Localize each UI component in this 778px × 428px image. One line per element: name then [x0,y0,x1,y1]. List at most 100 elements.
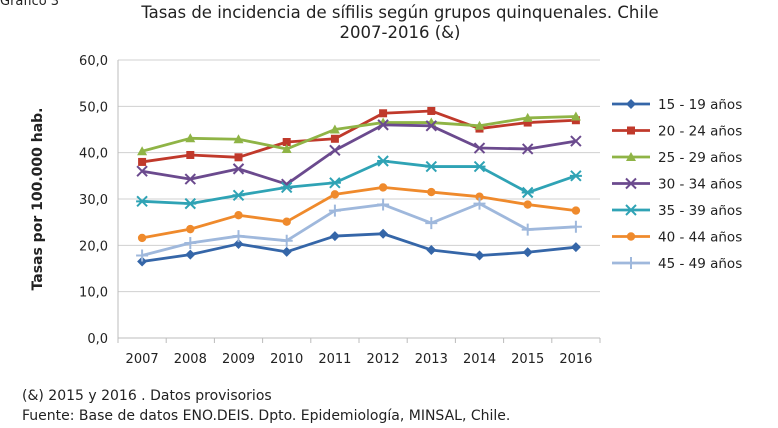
data-point [570,135,582,147]
data-point [329,144,341,157]
x-tick-label: 2014 [463,352,496,367]
data-point [426,244,437,255]
y-tick-label: 30,0 [79,193,108,208]
figure-label: Gráfico 3 [0,0,60,9]
footnote-source: Fuente: Base de datos ENO.DEIS. Dpto. Ep… [22,408,511,424]
series-line [141,115,576,153]
data-point [377,119,389,131]
legend-marker [626,99,636,109]
y-tick-label: 20,0 [79,239,108,254]
data-point [569,220,582,233]
data-point [184,197,197,210]
legend-marker [625,257,637,269]
legend-marker [627,126,635,135]
data-point [330,190,340,199]
data-point [475,192,484,201]
data-point [427,187,436,197]
data-point [136,165,148,177]
data-point [184,237,197,250]
y-tick-label: 0,0 [87,332,108,347]
data-point [569,170,582,182]
x-tick-label: 2011 [318,352,351,367]
legend-label: 40 - 44 años [658,230,742,246]
y-tick-label: 10,0 [79,286,108,301]
legend-marker [625,177,637,190]
data-point [186,150,195,159]
legend-marker [626,152,636,161]
data-point [234,211,243,220]
legend-label: 20 - 24 años [658,124,742,140]
data-point [329,231,340,242]
data-point [522,247,533,258]
data-point [280,234,293,247]
x-tick-label: 2015 [511,352,544,367]
y-tick-label: 50,0 [79,100,108,115]
data-point [328,204,341,217]
data-point [186,224,195,234]
data-point [184,173,197,185]
data-point [138,157,147,166]
data-point [521,223,534,236]
data-point [185,249,196,260]
x-tick-label: 2012 [367,352,400,367]
data-point [377,155,390,167]
data-point [425,120,438,132]
legend-marker [626,232,636,241]
data-point [137,256,148,267]
series-line [141,232,577,263]
x-tick-label: 2010 [270,352,303,367]
x-tick-label: 2016 [559,352,592,367]
legend-label: 35 - 39 años [658,203,742,219]
data-point [474,250,485,261]
data-point [425,160,438,173]
data-point [137,146,148,156]
data-point [427,106,436,115]
data-point [521,143,534,155]
data-point [474,120,485,130]
data-point [473,160,486,173]
y-tick-label: 40,0 [79,147,108,162]
data-point [136,195,149,208]
series-line [141,202,576,257]
data-point [280,181,293,194]
data-point [570,111,581,121]
data-point [378,228,389,239]
data-point [281,143,292,153]
x-tick-label: 2008 [174,352,207,367]
legend-label: 45 - 49 años [658,256,742,272]
data-point [570,242,581,253]
data-point [232,230,245,243]
data-point [234,153,243,162]
data-point [281,246,292,257]
line-chart: 0,0 10,0 20,0 30,0 40,0 50,0 60,0 2007 2008 2009 2… [30,54,742,367]
data-point [377,198,390,211]
footnote-provisional: (&) 2015 y 2016 . Datos provisorios [22,388,272,404]
data-point [282,138,291,147]
data-point [136,249,149,262]
y-tick-label: 60,0 [79,54,108,69]
series-line [141,123,577,186]
data-point [329,124,340,134]
data-point [232,163,245,175]
data-point [473,197,486,210]
data-point [233,238,244,249]
data-point [522,112,533,122]
data-point [571,206,581,215]
series-line [141,186,577,240]
data-point [282,217,291,226]
data-point [137,233,147,243]
data-point [523,200,532,209]
data-point [328,177,341,189]
y-axis-label: Tasas por 100.000 hab. [30,108,46,291]
data-point [523,118,532,127]
legend-label: 15 - 19 años [658,97,742,113]
legend-marker [625,204,637,216]
data-point [232,189,245,202]
series-line [142,159,577,206]
data-point [473,142,486,154]
x-tick-label: 2013 [415,352,448,367]
data-point [521,186,534,199]
legend-label: 25 - 29 años [658,150,742,166]
chart-title-line1: Tasas de incidencia de sífilis según gru… [141,3,659,22]
data-point [233,134,244,144]
